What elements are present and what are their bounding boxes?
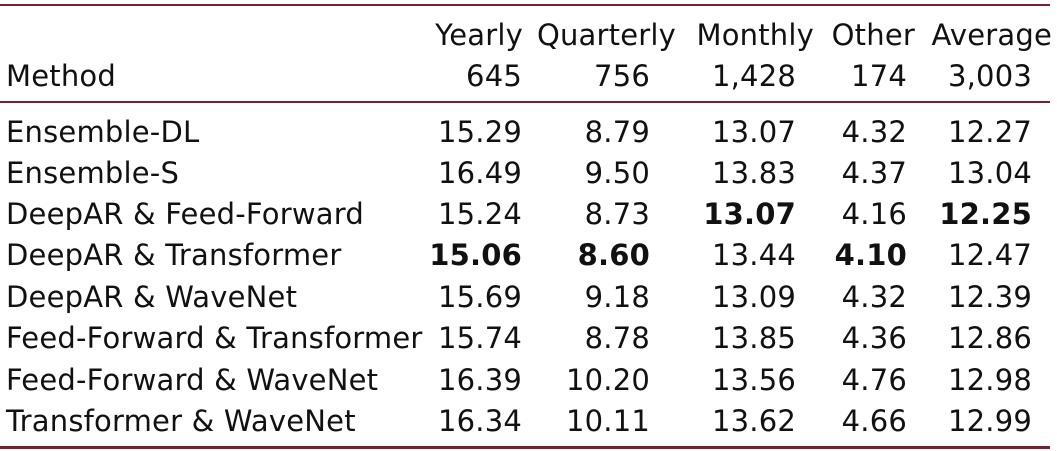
cell-quarterly-best: 8.60 <box>577 238 650 272</box>
cell-quarterly: 9.18 <box>584 280 650 314</box>
cell-quarterly: 8.78 <box>584 321 650 355</box>
column-count-yearly: 645 <box>466 59 522 93</box>
cell-monthly: 13.56 <box>711 363 796 397</box>
cell-yearly: 16.49 <box>437 156 522 190</box>
cell-other: 4.76 <box>841 363 907 397</box>
cell-other: 4.66 <box>841 404 907 438</box>
cell-quarterly: 8.73 <box>584 197 650 231</box>
cell-yearly: 15.29 <box>437 115 522 149</box>
column-count-monthly: 1,428 <box>711 59 796 93</box>
cell-monthly: 13.62 <box>711 404 796 438</box>
row-method: Ensemble-DL <box>6 115 200 149</box>
cell-other: 4.16 <box>841 197 907 231</box>
cell-yearly: 16.34 <box>437 404 522 438</box>
cell-monthly: 13.07 <box>711 115 796 149</box>
top-rule <box>0 4 1050 6</box>
cell-average: 13.04 <box>947 156 1032 190</box>
row-method: Transformer & WaveNet <box>6 404 356 438</box>
cell-average: 12.99 <box>947 404 1032 438</box>
column-header-monthly: Monthly <box>696 18 814 52</box>
cell-other-best: 4.10 <box>834 238 907 272</box>
cell-yearly: 15.69 <box>437 280 522 314</box>
column-header-other: Other <box>831 18 915 52</box>
cell-average: 12.98 <box>947 363 1032 397</box>
column-header-quarterly: Quarterly <box>536 18 676 52</box>
cell-yearly: 16.39 <box>437 363 522 397</box>
cell-average: 12.27 <box>947 115 1032 149</box>
column-count-quarterly: 756 <box>594 59 650 93</box>
column-count-average: 3,003 <box>947 59 1032 93</box>
row-method: DeepAR & WaveNet <box>6 280 298 314</box>
cell-monthly: 13.85 <box>711 321 796 355</box>
cell-quarterly: 8.79 <box>584 115 650 149</box>
cell-other: 4.32 <box>841 115 907 149</box>
row-method: DeepAR & Feed-Forward <box>6 197 364 231</box>
cell-quarterly: 10.20 <box>565 363 650 397</box>
column-header-yearly: Yearly <box>435 18 523 52</box>
cell-average-best: 12.25 <box>939 197 1032 231</box>
bottom-rule <box>0 446 1050 449</box>
row-method: Feed-Forward & WaveNet <box>6 363 379 397</box>
row-method: Feed-Forward & Transformer <box>6 321 423 355</box>
cell-average: 12.39 <box>947 280 1032 314</box>
method-header: Method <box>6 59 116 93</box>
cell-monthly: 13.09 <box>711 280 796 314</box>
header-rule <box>0 101 1050 103</box>
cell-other: 4.36 <box>841 321 907 355</box>
column-header-average: Average <box>931 18 1052 52</box>
cell-quarterly: 9.50 <box>584 156 650 190</box>
cell-other: 4.37 <box>841 156 907 190</box>
cell-yearly-best: 15.06 <box>429 238 522 272</box>
cell-monthly-best: 13.07 <box>703 197 796 231</box>
cell-monthly: 13.83 <box>711 156 796 190</box>
cell-average: 12.86 <box>947 321 1032 355</box>
cell-quarterly: 10.11 <box>565 404 650 438</box>
row-method: Ensemble-S <box>6 156 180 190</box>
cell-monthly: 13.44 <box>711 238 796 272</box>
cell-average: 12.47 <box>947 238 1032 272</box>
cell-yearly: 15.24 <box>437 197 522 231</box>
column-count-other: 174 <box>851 59 907 93</box>
row-method: DeepAR & Transformer <box>6 238 342 272</box>
cell-other: 4.32 <box>841 280 907 314</box>
cell-yearly: 15.74 <box>437 321 522 355</box>
